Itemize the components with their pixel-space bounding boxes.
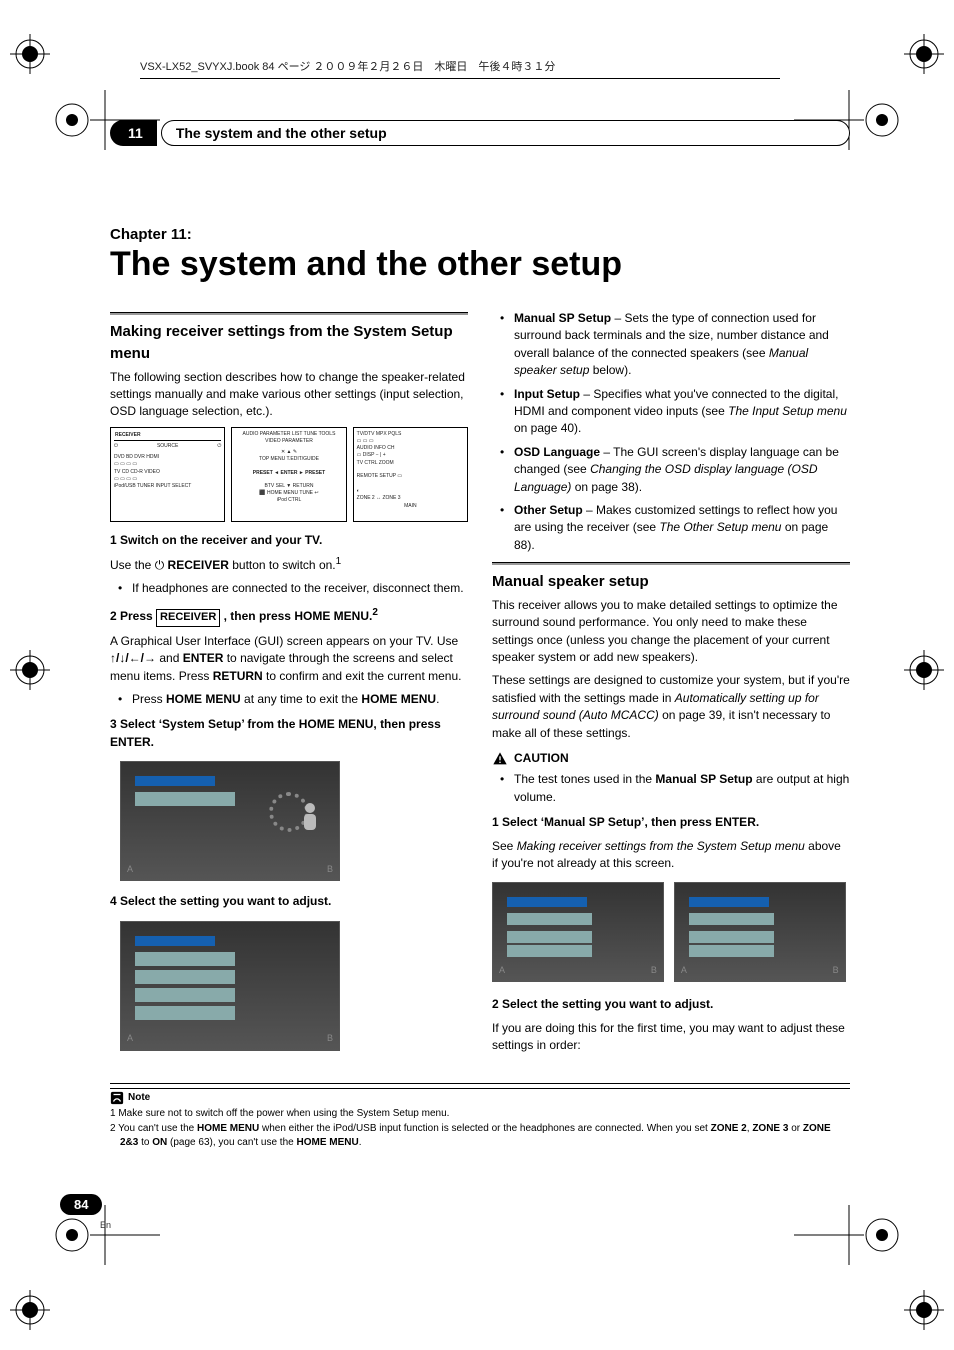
note-block: Note 1 Make sure not to switch off the p… xyxy=(110,1083,850,1150)
remote-panel-3: TV/DTV MPX PQLS ▭ ▭ ▭ AUDIO INFO CH ▭ DI… xyxy=(353,427,468,522)
step-heading: 1 Switch on the receiver and your TV. xyxy=(110,532,468,549)
footnote: 1 Make sure not to switch off the power … xyxy=(110,1107,850,1121)
bullet: Press HOME MENU at any time to exit the … xyxy=(122,691,468,708)
reg-mark-icon xyxy=(10,1290,50,1330)
step-heading: 2 Select the setting you want to adjust. xyxy=(492,996,850,1013)
step-body: A Graphical User Interface (GUI) screen … xyxy=(110,633,468,685)
reg-mark-icon xyxy=(904,1290,944,1330)
section-title: Manual speaker setup xyxy=(492,571,850,593)
right-column: Manual SP Setup – Sets the type of conne… xyxy=(492,306,850,1063)
page-number: 84 xyxy=(60,1194,102,1215)
bullet: Other Setup – Makes customized settings … xyxy=(504,502,850,554)
reg-mark-icon xyxy=(10,34,50,74)
gui-screenshot-pair: AB AB xyxy=(492,882,850,982)
chapter-header-bar: 11 The system and the other setup xyxy=(110,120,850,146)
page-title: The system and the other setup xyxy=(110,245,850,284)
page: VSX-LX52_SVYXJ.book 84 ページ ２００９年２月２６日 木曜… xyxy=(0,0,954,1350)
remote-panel-1: RECEIVER ⏻SOURCE⏻ DVD BD DVR HDMI ▭ ▭ ▭ … xyxy=(110,427,225,522)
paragraph: These settings are designed to customize… xyxy=(492,672,850,742)
doc-meta-header: VSX-LX52_SVYXJ.book 84 ページ ２００９年２月２６日 木曜… xyxy=(140,58,780,79)
chapter-bar-title: The system and the other setup xyxy=(176,125,387,141)
reg-mark-icon xyxy=(10,650,50,690)
step-heading: 2 Press RECEIVER , then press HOME MENU.… xyxy=(110,606,468,627)
footnote: 2 You can't use the HOME MENU when eithe… xyxy=(110,1122,850,1149)
step-body: See Making receiver settings from the Sy… xyxy=(492,838,850,873)
paragraph: This receiver allows you to make detaile… xyxy=(492,597,850,667)
remote-panel-2: AUDIO PARAMETER LIST TUNE TOOLS VIDEO PA… xyxy=(231,427,346,522)
bullet: If headphones are connected to the recei… xyxy=(122,580,468,597)
chapter-number: 11 xyxy=(110,125,157,141)
crosshair-icon xyxy=(794,1205,904,1265)
section-title: Making receiver settings from the System… xyxy=(110,321,468,365)
bullet: Manual SP Setup – Sets the type of conne… xyxy=(504,310,850,380)
intro-paragraph: The following section describes how to c… xyxy=(110,369,468,421)
person-icon xyxy=(299,802,321,832)
chapter-label: Chapter 11: xyxy=(110,226,850,243)
bullet: The test tones used in the Manual SP Set… xyxy=(504,771,850,806)
reg-mark-icon xyxy=(904,34,944,74)
bullet: Input Setup – Specifies what you've conn… xyxy=(504,386,850,438)
step-body: If you are doing this for the first time… xyxy=(492,1020,850,1055)
step-heading: 4 Select the setting you want to adjust. xyxy=(110,893,468,910)
left-column: Making receiver settings from the System… xyxy=(110,306,468,1063)
note-icon xyxy=(110,1091,124,1105)
caution-icon xyxy=(492,751,508,767)
caution-header: CAUTION xyxy=(492,750,850,767)
step-heading: 3 Select ‘System Setup’ from the HOME ME… xyxy=(110,716,468,751)
remote-diagram: RECEIVER ⏻SOURCE⏻ DVD BD DVR HDMI ▭ ▭ ▭ … xyxy=(110,427,468,522)
step-body: Use the ⏻ RECEIVER button to switch on.1 xyxy=(110,555,468,574)
step-heading: 1 Select ‘Manual SP Setup’, then press E… xyxy=(492,814,850,831)
page-language: En xyxy=(100,1220,111,1230)
gui-screenshot: AB xyxy=(120,921,340,1051)
reg-mark-icon xyxy=(904,650,944,690)
bullet: OSD Language – The GUI screen's display … xyxy=(504,444,850,496)
gui-screenshot: AB xyxy=(120,761,340,881)
